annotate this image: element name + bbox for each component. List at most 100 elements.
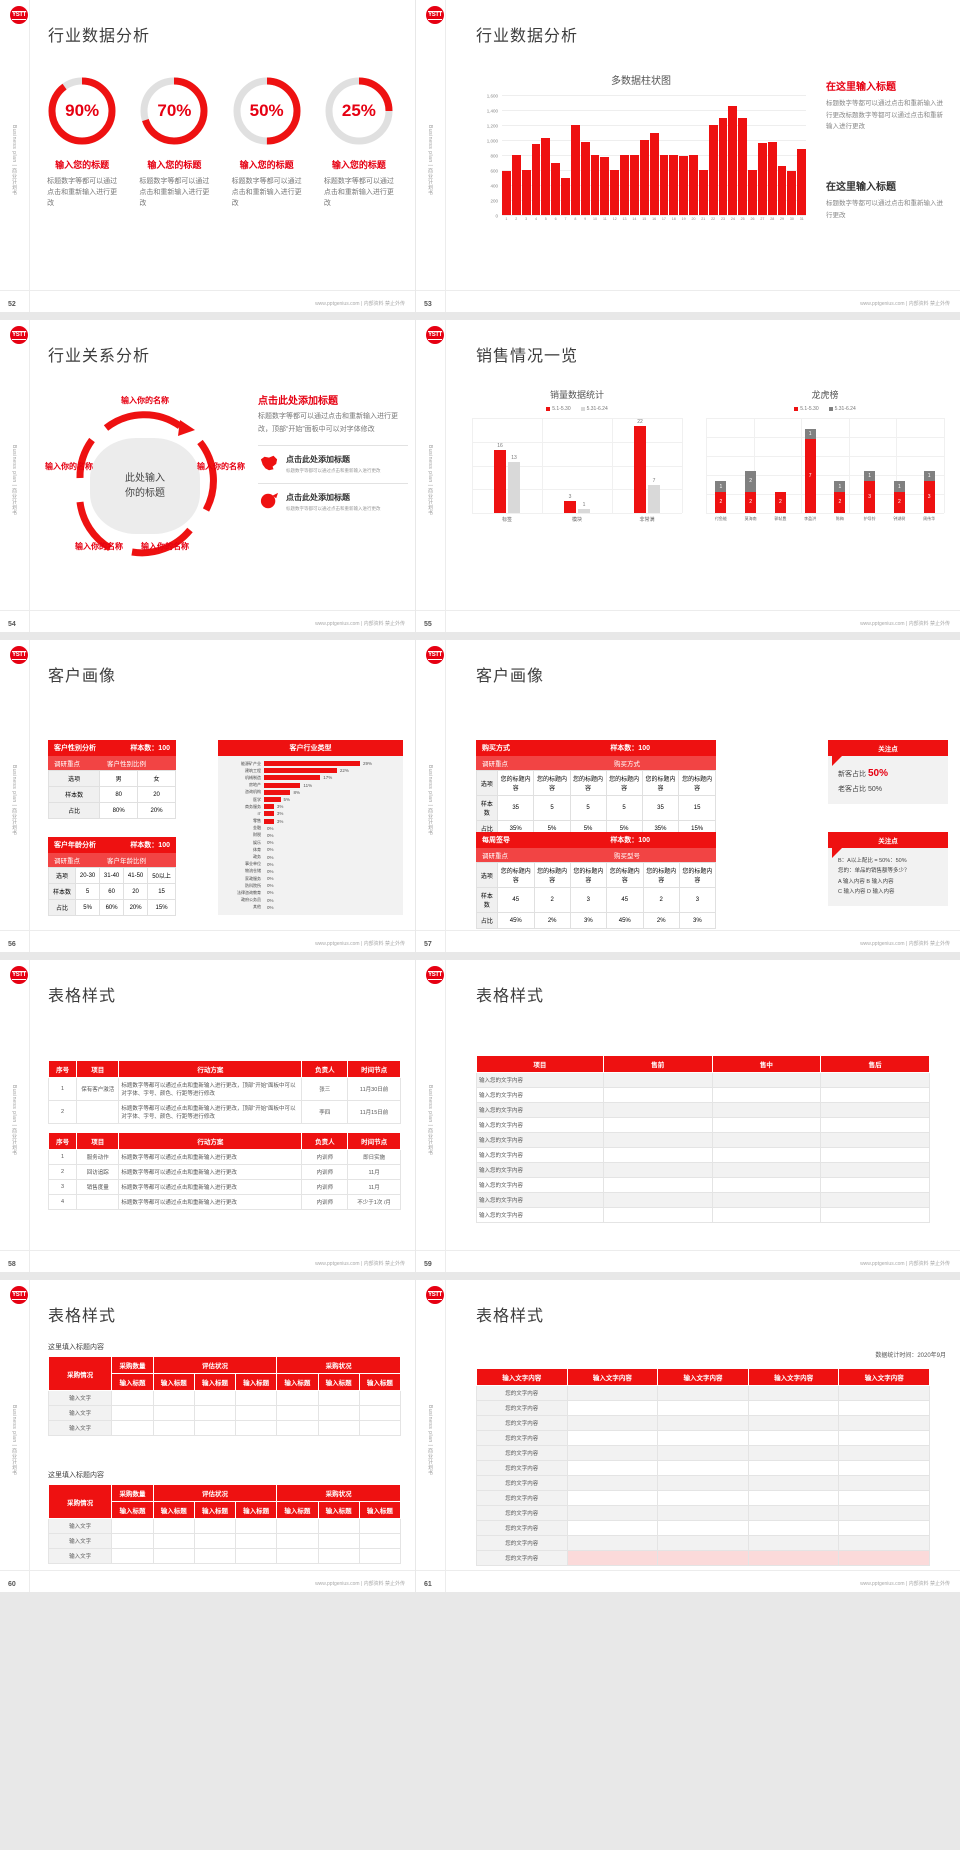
cell	[838, 1520, 930, 1536]
industry-bar	[264, 804, 274, 810]
sub-right: 购买方式	[614, 761, 640, 768]
cell: 1	[47, 1149, 78, 1165]
rail-label: Business plan | 商业计划书	[11, 1084, 17, 1156]
brand-logo-text: YSTT	[428, 10, 442, 20]
industry-label: 商务服务	[245, 803, 261, 809]
cell: 您的文字内容	[476, 1535, 568, 1551]
chart-bar-groups: 16 13 3 1 22 7	[472, 418, 682, 513]
cycle-node-bottom-left: 输入你的名称	[70, 542, 128, 553]
brand-logo-text: YSTT	[12, 650, 26, 660]
industry-value: 29%	[363, 761, 373, 767]
industry-value: 3%	[276, 804, 284, 810]
action-table-2: 序号 项目 行动方案 负责人 时间节点 1 服务动作 标题数字等都可以通过点击和重新输入进行更…	[47, 1132, 401, 1210]
cell	[235, 1420, 278, 1436]
cell	[602, 1102, 713, 1118]
slide-rail: YSTT Business plan | 商业计划书	[0, 0, 30, 312]
gridline: 1,400	[487, 109, 806, 114]
table-row: 您的文字内容	[476, 1430, 930, 1446]
page-number: 56	[8, 941, 16, 948]
cell: 样本数	[47, 883, 77, 900]
industry-bar-row: 金融 0%	[218, 825, 399, 832]
header-right: 样本数：100	[610, 745, 650, 752]
cell	[711, 1087, 822, 1103]
cell: 您的文字内容	[476, 1505, 568, 1521]
industry-bar	[264, 768, 337, 774]
cell	[317, 1390, 360, 1406]
cell: 11月30日前	[347, 1077, 401, 1101]
cell	[820, 1147, 930, 1163]
cell	[193, 1405, 237, 1421]
slide-56: YSTT Business plan | 商业计划书 客户画像 客户性别分析 样…	[0, 640, 415, 960]
industry-value: 0%	[267, 854, 274, 860]
slide-footer	[0, 1570, 415, 1592]
x-tick-label: 26	[750, 217, 755, 221]
industry-label: 房地产	[249, 782, 261, 788]
y-tick-label: 400	[490, 183, 498, 189]
bar	[531, 143, 541, 215]
cell: 您的标题内容	[641, 770, 680, 796]
list-item[interactable]: 点击此处添加标题 标题数字等都可以通过点击和重新输入进行更改	[258, 483, 408, 512]
x-tick-label: 20	[691, 217, 696, 221]
cell	[602, 1147, 713, 1163]
sub-left: 调研重点	[54, 858, 80, 865]
frequency-table: 选项 您的标题内容 您的标题内容 您的标题内容 您的标题内容 您的标题内容 您的标题内容 样本…	[476, 862, 717, 929]
focus2-line-2: 您的：单品的销售额等多少？	[838, 868, 910, 875]
cell: 35	[641, 795, 680, 821]
cell: 15	[147, 883, 176, 900]
industry-value: 0%	[267, 861, 274, 867]
cycle-node-label: 输入你的名称	[45, 462, 93, 471]
column-header: 输入文字内容	[657, 1368, 749, 1386]
column-header: 时间节点	[347, 1060, 401, 1078]
y-tick-label: 1,600	[486, 93, 498, 99]
donut-percent: 90%	[65, 101, 100, 120]
cell	[317, 1548, 360, 1564]
cycle-node-label: 输入你的名称	[121, 396, 169, 405]
slide-footer	[0, 290, 415, 312]
chart-legend: 5.1-5.30 5.31-6.24	[472, 406, 682, 412]
cell	[711, 1132, 822, 1148]
cycle-node-top: 输入你的名称	[112, 396, 178, 407]
cell: 内训师	[301, 1194, 349, 1210]
bar-segment: 2	[834, 491, 846, 513]
industry-value: 0%	[267, 904, 274, 910]
brand-logo-text: YSTT	[428, 1290, 442, 1300]
slide-rail: YSTT Business plan | 商业计划书	[0, 1280, 30, 1592]
cell: 您的标题内容	[642, 862, 680, 888]
cell: 41-50	[123, 867, 149, 884]
bar-value: 22	[637, 418, 643, 425]
cell	[747, 1400, 840, 1416]
industry-panel-header: 客户行业类型	[218, 740, 403, 756]
table-row: 您的文字内容	[476, 1505, 930, 1521]
table-row: 输入文字	[47, 1405, 402, 1421]
group-header: 采购数量	[111, 1484, 154, 1502]
cell: 内训师	[301, 1149, 349, 1165]
cell	[566, 1520, 659, 1536]
cell	[276, 1518, 319, 1534]
cell: 张三	[301, 1077, 349, 1101]
cell: 标题数字等都可以通过点击和重新输入进行更改	[118, 1164, 303, 1180]
table-header-row: 项目 售前 售中 售后	[476, 1055, 930, 1073]
industry-label: 娱乐	[253, 839, 261, 845]
bar-segment: 2	[715, 491, 727, 513]
legend-entry: 5.1-5.30	[794, 406, 819, 412]
cell	[235, 1533, 278, 1549]
cell	[358, 1420, 402, 1436]
industry-bar	[264, 775, 321, 781]
table-row: 3 销售度量 标题数字等都可以通过点击和重新输入进行更改 内训师 11月	[47, 1179, 401, 1195]
page-number: 57	[424, 941, 432, 948]
cell	[566, 1445, 659, 1461]
donut-title: 输入您的标题	[331, 160, 386, 170]
bar	[757, 142, 767, 215]
list-item[interactable]: 点击此处添加标题 标题数字等都可以通过点击和重新输入进行更改	[258, 445, 408, 474]
industry-bar-row: 医学 5%	[218, 796, 399, 803]
page-number: 59	[424, 1261, 432, 1268]
industry-value: 0%	[267, 890, 274, 896]
donut-percent: 70%	[157, 101, 192, 120]
brand-logo: YSTT	[426, 966, 444, 984]
chart-title: 龙虎榜	[811, 390, 839, 400]
industry-label: 医学	[253, 796, 261, 802]
cell: 您的文字内容	[476, 1385, 568, 1401]
